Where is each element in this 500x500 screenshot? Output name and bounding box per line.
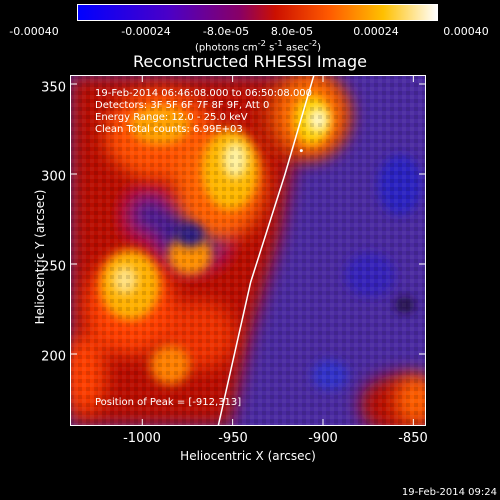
info-time-range: 19-Feb-2014 06:46:08.000 to 06:50:08.000 [95, 88, 313, 99]
colorbar-tick: 0.00040 [443, 25, 489, 38]
y-tick-label: 200 [41, 349, 66, 365]
colorbar-tick: 8.0e-05 [270, 25, 314, 38]
peak-marker [299, 149, 303, 153]
colorbar-tick: 0.00024 [353, 25, 399, 38]
x-tick-label: -950 [218, 431, 248, 446]
y-tick-label: 350 [41, 80, 66, 96]
axis-tickmarks [70, 75, 426, 426]
colorbar-tick: -8.0e-05 [202, 25, 250, 38]
solar-limb-curve [217, 75, 315, 426]
peak-point [299, 149, 303, 153]
peak-position-label: Position of Peak = [-912,313] [95, 397, 242, 408]
x-tick-label: -1000 [123, 431, 161, 446]
x-tick-label: -850 [398, 431, 428, 446]
heatmap-plot [70, 75, 426, 426]
y-tick-label: 250 [41, 259, 66, 275]
info-total-counts: Clean Total counts: 6.99E+03 [95, 124, 243, 135]
colorbar-tick: -0.00024 [121, 25, 171, 38]
chart-title: Reconstructed RHESSI Image [133, 52, 367, 71]
y-axis-label: Heliocentric Y (arcsec) [33, 189, 47, 325]
colorbar-tick: -0.00040 [9, 25, 59, 38]
pixel-texture [70, 75, 426, 426]
x-tick-label: -900 [308, 431, 338, 446]
info-energy-range: Energy Range: 12.0 - 25.0 keV [95, 112, 248, 123]
colorbar-unit-label: (photons cm-2 s-1 asec-2) [194, 38, 322, 54]
x-axis-label: Heliocentric X (arcsec) [180, 449, 316, 463]
plot-frame [70, 75, 426, 426]
timestamp: 19-Feb-2014 09:24 [401, 487, 497, 498]
colorbar [77, 4, 438, 21]
y-tick-label: 300 [41, 169, 66, 185]
info-detectors: Detectors: 3F 5F 6F 7F 8F 9F, Att 0 [95, 100, 270, 111]
